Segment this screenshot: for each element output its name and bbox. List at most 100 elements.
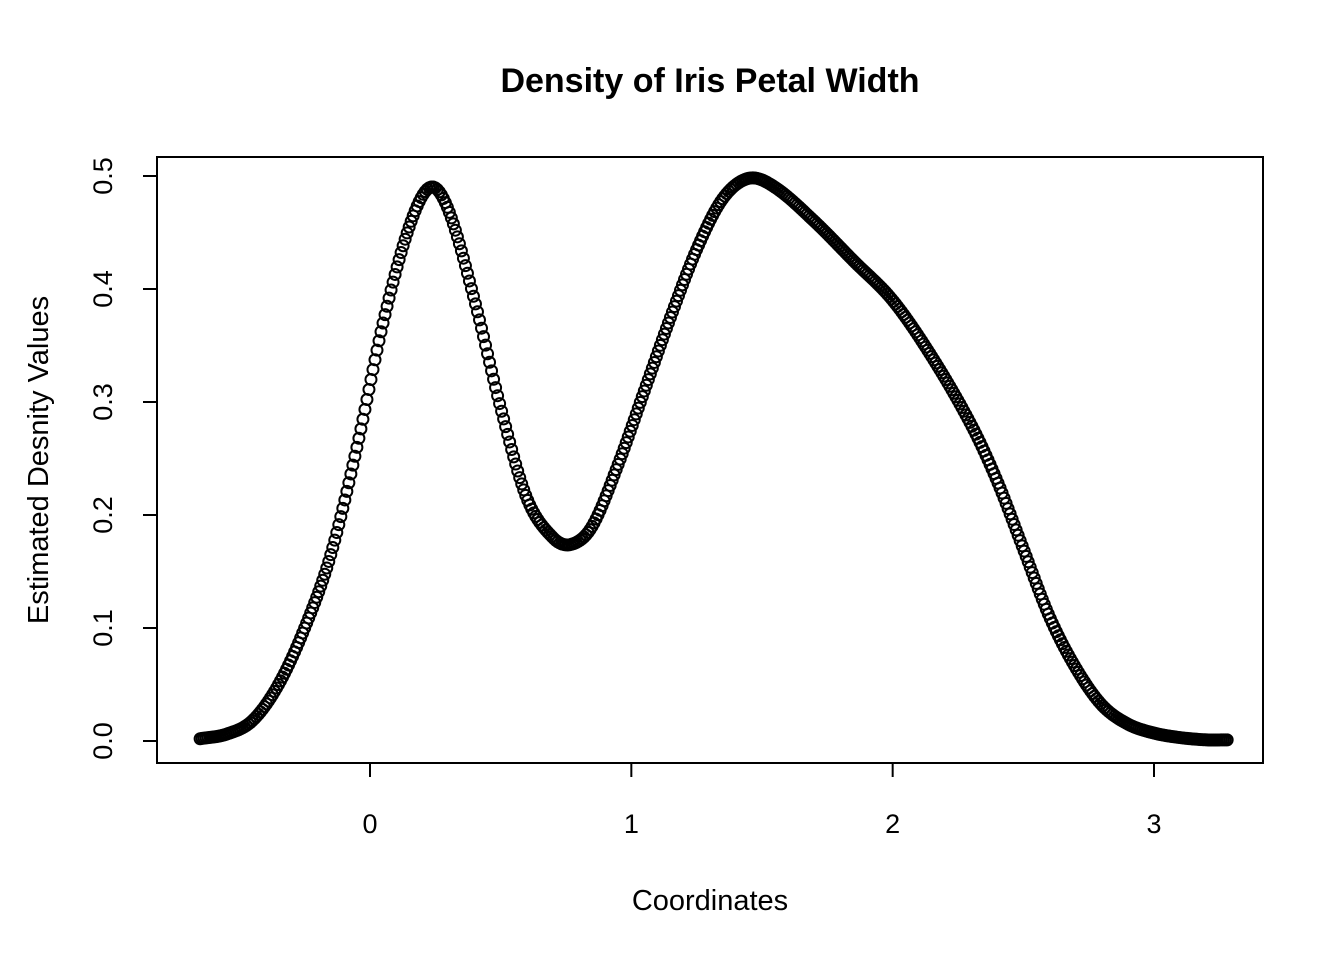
density-point bbox=[649, 350, 663, 364]
y-tick-label: 0.3 bbox=[88, 383, 118, 421]
density-point bbox=[464, 282, 478, 296]
density-point bbox=[483, 355, 497, 369]
chart-title: Density of Iris Petal Width bbox=[500, 62, 919, 100]
density-point bbox=[503, 435, 517, 449]
density-point bbox=[352, 431, 366, 445]
y-axis: 0.0 0.1 0.2 0.3 0.4 0.5 bbox=[88, 157, 158, 760]
density-point bbox=[619, 436, 633, 450]
y-tick-label: 0.2 bbox=[88, 496, 118, 534]
density-point bbox=[310, 590, 324, 604]
density-point bbox=[444, 211, 458, 225]
density-point bbox=[458, 259, 472, 273]
density-point bbox=[657, 327, 671, 341]
density-point bbox=[637, 384, 651, 398]
density-point bbox=[372, 334, 386, 348]
density-point bbox=[466, 289, 480, 303]
density-point bbox=[505, 442, 519, 456]
density-point bbox=[639, 378, 653, 392]
density-point bbox=[370, 343, 384, 357]
density-point bbox=[507, 450, 521, 464]
density-point bbox=[627, 413, 641, 427]
density-point bbox=[456, 251, 470, 265]
density-point bbox=[659, 321, 673, 335]
density-point bbox=[376, 316, 390, 330]
density-point bbox=[374, 325, 388, 339]
density-point bbox=[312, 585, 326, 599]
density-point bbox=[470, 305, 484, 319]
density-point bbox=[320, 561, 334, 575]
density-point bbox=[390, 260, 404, 274]
plot-frame bbox=[156, 156, 1264, 764]
density-point bbox=[314, 579, 328, 593]
density-point bbox=[623, 424, 637, 438]
density-point bbox=[475, 321, 489, 335]
density-point bbox=[330, 526, 344, 540]
density-point bbox=[481, 347, 495, 361]
density-point bbox=[386, 275, 400, 289]
density-point bbox=[400, 226, 414, 240]
density-point bbox=[454, 244, 468, 258]
density-point bbox=[513, 471, 527, 485]
density-point bbox=[651, 344, 665, 358]
y-tick-label: 0.0 bbox=[88, 722, 118, 760]
density-point bbox=[625, 418, 639, 432]
density-point bbox=[344, 467, 358, 481]
density-point bbox=[338, 493, 352, 507]
density-point bbox=[485, 364, 499, 378]
density-point bbox=[641, 373, 655, 387]
density-point bbox=[473, 313, 486, 327]
density-point bbox=[326, 541, 340, 555]
density-point bbox=[318, 567, 332, 581]
density-point bbox=[655, 333, 669, 347]
density-point bbox=[647, 355, 661, 369]
density-point bbox=[346, 458, 360, 472]
density-point bbox=[635, 390, 649, 404]
density-point bbox=[653, 338, 667, 352]
density-point bbox=[487, 372, 501, 386]
y-tick-label: 0.5 bbox=[88, 157, 118, 195]
density-point bbox=[322, 554, 336, 568]
density-point bbox=[350, 440, 364, 454]
density-point bbox=[382, 291, 396, 305]
density-point bbox=[396, 239, 410, 253]
density-point bbox=[477, 330, 491, 344]
x-tick-label: 1 bbox=[624, 809, 639, 839]
density-point bbox=[398, 232, 412, 246]
density-point bbox=[643, 367, 657, 381]
density-point bbox=[332, 518, 346, 532]
density-point bbox=[328, 533, 342, 547]
density-point bbox=[448, 223, 462, 237]
density-point bbox=[462, 274, 476, 288]
density-point bbox=[442, 205, 456, 219]
density-point bbox=[633, 395, 647, 409]
density-point bbox=[1220, 733, 1234, 747]
density-point bbox=[340, 484, 354, 498]
y-tick-label: 0.4 bbox=[88, 270, 118, 308]
density-point bbox=[645, 361, 659, 375]
density-point bbox=[509, 457, 523, 471]
density-point bbox=[392, 253, 406, 267]
density-point bbox=[621, 430, 635, 444]
density-point bbox=[629, 407, 643, 421]
density-point bbox=[402, 220, 416, 234]
density-point bbox=[495, 404, 509, 418]
density-point bbox=[342, 476, 356, 490]
density-point bbox=[452, 237, 466, 251]
density-point bbox=[468, 297, 482, 311]
density-point bbox=[497, 412, 511, 426]
density-point bbox=[493, 397, 507, 411]
density-point bbox=[348, 449, 362, 463]
density-point bbox=[336, 501, 350, 515]
density-point bbox=[334, 510, 348, 524]
density-point bbox=[617, 441, 631, 455]
density-point bbox=[615, 447, 629, 461]
density-point bbox=[388, 267, 402, 281]
density-point bbox=[491, 389, 505, 403]
density-point bbox=[394, 246, 408, 260]
x-tick-label: 3 bbox=[1146, 809, 1161, 839]
density-point bbox=[499, 420, 513, 434]
y-tick-label: 0.1 bbox=[88, 609, 118, 647]
x-axis: 0 1 2 3 bbox=[362, 762, 1162, 839]
density-point bbox=[324, 548, 338, 562]
y-axis-label: Estimated Desnity Values bbox=[23, 296, 55, 624]
